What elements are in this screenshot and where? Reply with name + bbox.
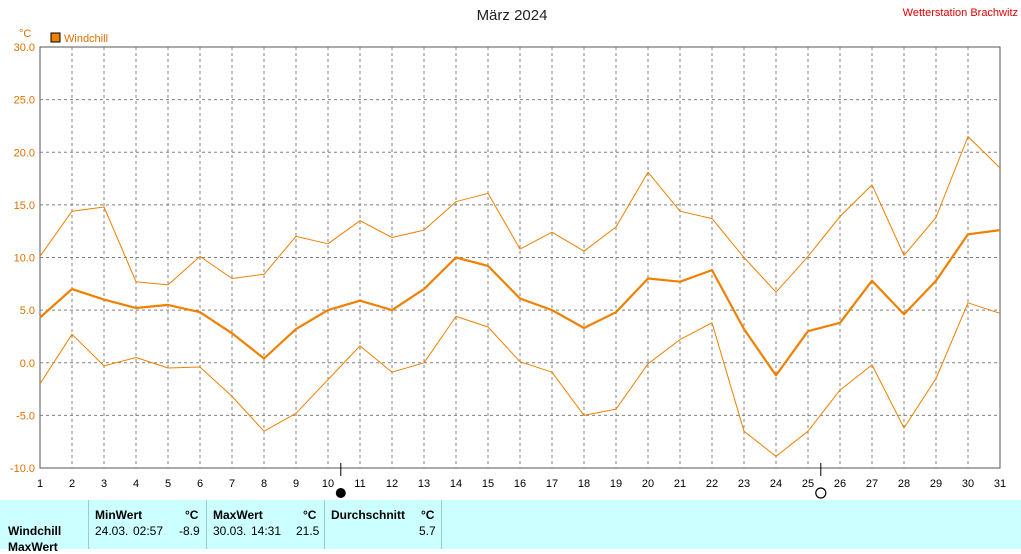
x-tick-label: 4: [133, 478, 139, 490]
x-tick-label: 25: [802, 478, 814, 490]
maxwert-time: 14:31: [251, 524, 282, 538]
station-name: Wetterstation Brachwitz: [903, 7, 1018, 19]
y-tick-label: 10.0: [14, 253, 35, 265]
y-ticks: 30.0 25.0 20.0 15.0 10.0 5.0 0.0 -5.0 -10.0: [10, 42, 35, 475]
series-lines: [39, 136, 1001, 457]
y-tick-label: 30.0: [14, 42, 35, 54]
y-tick-label: 25.0: [14, 95, 35, 107]
x-tick-label: 7: [229, 478, 235, 490]
maxwert-value: 21.5: [296, 524, 320, 538]
x-tick-label: 15: [482, 478, 494, 490]
maxwert-date: 30.03.: [213, 524, 247, 538]
x-tick-label: 1: [37, 478, 43, 490]
y-tick-label: -10.0: [10, 463, 35, 475]
x-tick-label: 29: [930, 478, 942, 490]
y-tick-label: 5.0: [20, 305, 35, 317]
x-tick-label: 30: [962, 478, 974, 490]
maxwert-header: MaxWert: [213, 508, 263, 522]
full-moon-icon: [815, 487, 827, 499]
x-tick-label: 21: [674, 478, 686, 490]
y-tick-label: 20.0: [14, 147, 35, 159]
x-tick-label: 12: [386, 478, 398, 490]
x-tick-label: 9: [293, 478, 299, 490]
x-tick-label: 6: [197, 478, 203, 490]
row-label-maxwert: MaxWert: [8, 540, 58, 554]
minwert-column: MinWert °C 24.03. 02:57 -8.9: [88, 500, 207, 549]
durchschnitt-unit: °C: [421, 508, 435, 522]
minwert-date: 24.03.: [95, 524, 129, 538]
x-tick-label: 17: [546, 478, 558, 490]
x-tick-label: 31: [994, 478, 1006, 490]
x-tick-label: 20: [642, 478, 654, 490]
x-tick-label: 8: [261, 478, 267, 490]
minwert-header: MinWert: [95, 508, 143, 522]
x-tick-label: 5: [165, 478, 171, 490]
durchschnitt-header: Durchschnitt: [331, 508, 406, 522]
x-tick-label: 16: [514, 478, 526, 490]
x-ticks: 1 2 3 4 5 6 7 8 9 10 11 12 13 14 15 16 17 18 19 20 21 22 23 24 2…: [37, 478, 1006, 490]
x-tick-label: 28: [898, 478, 910, 490]
minwert-time: 02:57: [133, 524, 164, 538]
x-tick-label: 24: [770, 478, 782, 490]
x-tick-label: 27: [866, 478, 878, 490]
new-moon-icon: [335, 488, 346, 498]
x-tick-label: 3: [101, 478, 107, 490]
y-unit: °C: [19, 28, 31, 40]
x-tick-label: 19: [610, 478, 622, 490]
y-tick-label: 0.0: [20, 358, 35, 370]
moon-phases: [335, 463, 827, 499]
x-tick-label: 10: [322, 478, 334, 490]
x-tick-label: 11: [354, 478, 365, 490]
row-label-windchill: Windchill: [8, 524, 62, 538]
maxwert-unit: °C: [303, 508, 317, 522]
durchschnitt-column: Durchschnitt °C 5.7: [324, 500, 442, 549]
y-tick-label: -5.0: [16, 410, 35, 422]
legend-swatch: [50, 32, 61, 43]
x-tick-label: 26: [834, 478, 846, 490]
stats-panel: Windchill MaxWert MinWert °C 24.03. 02:5…: [0, 500, 1021, 554]
series-line-avg: [39, 229, 1001, 377]
x-tick-label: 18: [578, 478, 590, 490]
legend-label: Windchill: [64, 33, 108, 45]
x-tick-label: 23: [738, 478, 750, 490]
maxwert-column: MaxWert °C 30.03. 14:31 21.5: [206, 500, 325, 549]
x-tick-label: 14: [450, 478, 462, 490]
x-tick-label: 22: [706, 478, 718, 490]
series-line-max: [39, 136, 1001, 293]
series-line-min: [39, 302, 1001, 457]
minwert-unit: °C: [185, 508, 199, 522]
minwert-value: -8.9: [179, 524, 200, 538]
x-tick-label: 13: [418, 478, 430, 490]
y-tick-label: 15.0: [14, 200, 35, 212]
chart-title: März 2024: [477, 7, 548, 24]
grid: [39, 46, 1001, 469]
windchill-chart: März 2024 Wetterstation Brachwitz °C Win…: [10, 7, 1018, 499]
x-tick-label: 2: [69, 478, 75, 490]
durchschnitt-value: 5.7: [419, 524, 436, 538]
